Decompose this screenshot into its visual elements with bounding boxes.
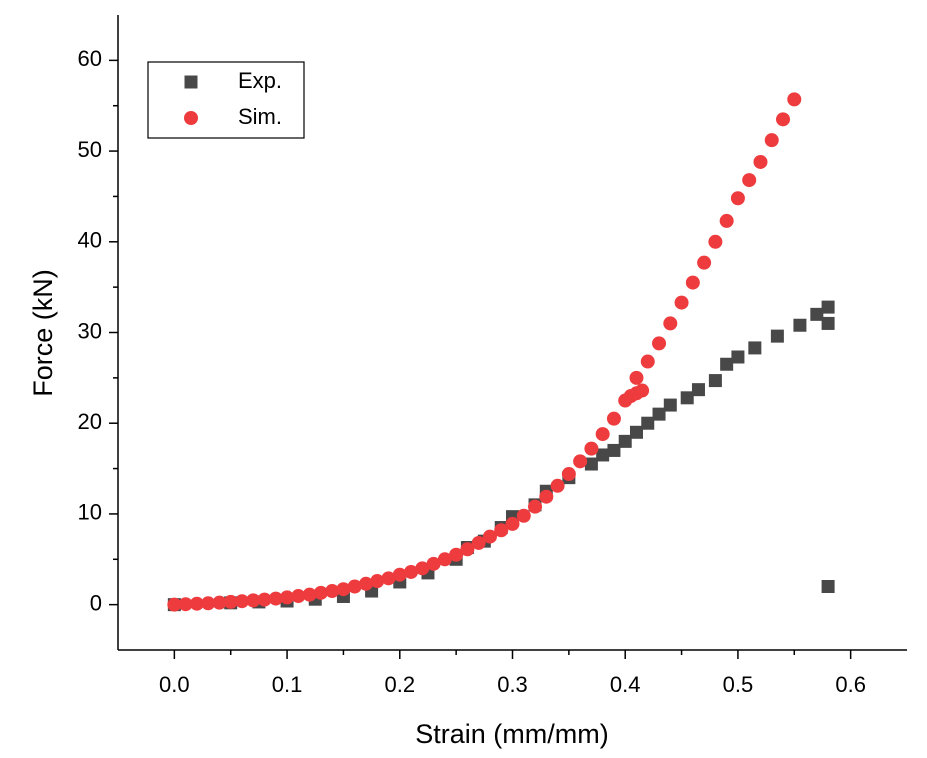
x-tick-label: 0.3 bbox=[497, 672, 528, 697]
y-tick-label: 40 bbox=[78, 228, 102, 253]
marker bbox=[810, 307, 824, 321]
x-axis-label: Strain (mm/mm) bbox=[415, 719, 608, 749]
x-tick-label: 0.4 bbox=[610, 672, 641, 697]
marker bbox=[674, 295, 689, 310]
marker bbox=[641, 416, 655, 430]
marker bbox=[291, 589, 306, 604]
marker bbox=[167, 597, 182, 612]
marker bbox=[573, 454, 588, 469]
marker bbox=[640, 354, 655, 369]
marker bbox=[764, 133, 779, 148]
marker bbox=[680, 391, 694, 405]
marker bbox=[652, 336, 667, 351]
marker bbox=[607, 443, 621, 457]
marker bbox=[370, 574, 385, 589]
marker bbox=[426, 556, 441, 571]
x-tick-label: 0.5 bbox=[723, 672, 754, 697]
marker bbox=[697, 255, 712, 270]
marker bbox=[663, 316, 678, 331]
marker bbox=[821, 316, 835, 330]
marker bbox=[212, 595, 227, 610]
y-tick-label: 50 bbox=[78, 137, 102, 162]
marker bbox=[770, 329, 784, 343]
marker bbox=[482, 529, 497, 544]
marker bbox=[629, 370, 644, 385]
marker bbox=[550, 478, 565, 493]
marker bbox=[708, 234, 723, 249]
marker bbox=[652, 407, 666, 421]
marker bbox=[730, 191, 745, 206]
marker bbox=[178, 597, 193, 612]
marker bbox=[606, 411, 621, 426]
marker bbox=[561, 467, 576, 482]
marker bbox=[392, 567, 407, 582]
marker bbox=[584, 457, 598, 471]
marker bbox=[821, 580, 835, 593]
marker bbox=[313, 585, 328, 600]
legend-box bbox=[147, 61, 305, 139]
marker bbox=[663, 398, 677, 412]
marker bbox=[629, 425, 643, 439]
marker bbox=[719, 213, 734, 228]
marker bbox=[347, 579, 362, 594]
marker bbox=[257, 592, 272, 607]
marker bbox=[415, 561, 430, 576]
marker bbox=[793, 318, 807, 332]
marker bbox=[358, 576, 373, 591]
marker bbox=[635, 383, 650, 398]
marker bbox=[720, 357, 734, 371]
marker bbox=[731, 350, 745, 364]
marker bbox=[280, 590, 295, 605]
marker bbox=[449, 547, 464, 562]
marker bbox=[494, 523, 509, 538]
y-tick-label: 30 bbox=[78, 318, 102, 343]
marker bbox=[189, 596, 204, 611]
marker bbox=[748, 341, 762, 355]
marker bbox=[404, 564, 419, 579]
marker bbox=[201, 596, 216, 611]
x-tick-label: 0.2 bbox=[384, 672, 415, 697]
y-tick-label: 10 bbox=[78, 500, 102, 525]
marker bbox=[539, 489, 554, 504]
marker bbox=[821, 300, 835, 314]
y-tick-label: 20 bbox=[78, 409, 102, 434]
marker bbox=[505, 516, 520, 531]
marker bbox=[381, 571, 396, 586]
marker bbox=[268, 591, 283, 606]
marker bbox=[471, 535, 486, 550]
marker bbox=[325, 584, 340, 599]
legend-label: Sim. bbox=[238, 104, 282, 129]
x-tick-label: 0.6 bbox=[835, 672, 866, 697]
marker bbox=[596, 448, 610, 462]
marker bbox=[184, 111, 198, 125]
legend-label: Exp. bbox=[238, 68, 282, 93]
marker bbox=[234, 594, 249, 609]
marker bbox=[595, 427, 610, 442]
marker bbox=[787, 92, 802, 107]
marker bbox=[685, 275, 700, 290]
y-axis-label: Force (kN) bbox=[28, 269, 58, 397]
x-tick-label: 0.0 bbox=[159, 672, 190, 697]
marker bbox=[618, 434, 632, 448]
marker bbox=[753, 154, 768, 169]
marker bbox=[460, 542, 475, 557]
marker bbox=[708, 374, 722, 388]
marker bbox=[691, 383, 705, 397]
y-tick-label: 60 bbox=[78, 46, 102, 71]
y-tick-label: 0 bbox=[90, 590, 102, 615]
marker bbox=[528, 499, 543, 514]
marker bbox=[584, 441, 599, 456]
marker bbox=[516, 508, 531, 523]
marker bbox=[184, 75, 198, 89]
marker bbox=[742, 173, 757, 188]
marker bbox=[246, 593, 261, 608]
marker bbox=[776, 112, 791, 127]
marker bbox=[302, 587, 317, 602]
marker bbox=[336, 582, 351, 597]
x-tick-label: 0.1 bbox=[272, 672, 303, 697]
marker bbox=[223, 594, 238, 609]
marker bbox=[437, 552, 452, 567]
